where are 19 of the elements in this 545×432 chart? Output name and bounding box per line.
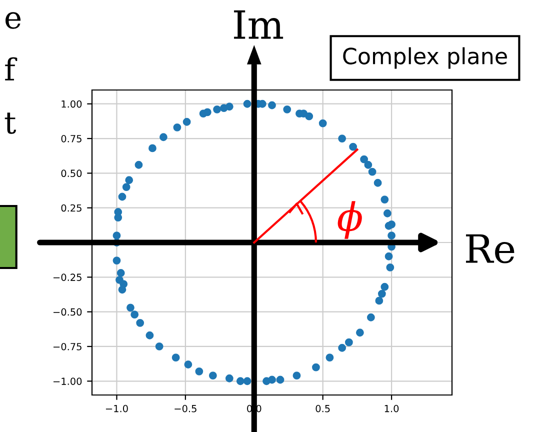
annotation: ϕ bbox=[338, 201, 362, 239]
y-tick-label: 0.75 bbox=[61, 135, 82, 142]
x-tick-label: 0.5 bbox=[316, 404, 330, 412]
text: Re bbox=[466, 234, 514, 264]
y-tick-label: 0.25 bbox=[61, 204, 82, 212]
y-tick-label: 1.00 bbox=[62, 100, 82, 108]
y-tick-label: −0.25 bbox=[54, 274, 82, 281]
y-tick-label: −0.50 bbox=[54, 308, 82, 316]
y-tick-label: −0.75 bbox=[54, 342, 82, 350]
text: Complex plane bbox=[343, 47, 507, 69]
text: t bbox=[4, 112, 16, 134]
y-tick-label: 0.50 bbox=[61, 170, 82, 178]
text: f bbox=[5, 57, 18, 80]
x-tick-label: 1.0 bbox=[384, 404, 399, 412]
x-tick-label: −0.5 bbox=[174, 404, 196, 412]
text: Im bbox=[234, 10, 284, 39]
y-tick-label: −1.00 bbox=[54, 378, 82, 385]
x-tick-label: −1.0 bbox=[106, 404, 128, 412]
text: e bbox=[6, 12, 21, 29]
